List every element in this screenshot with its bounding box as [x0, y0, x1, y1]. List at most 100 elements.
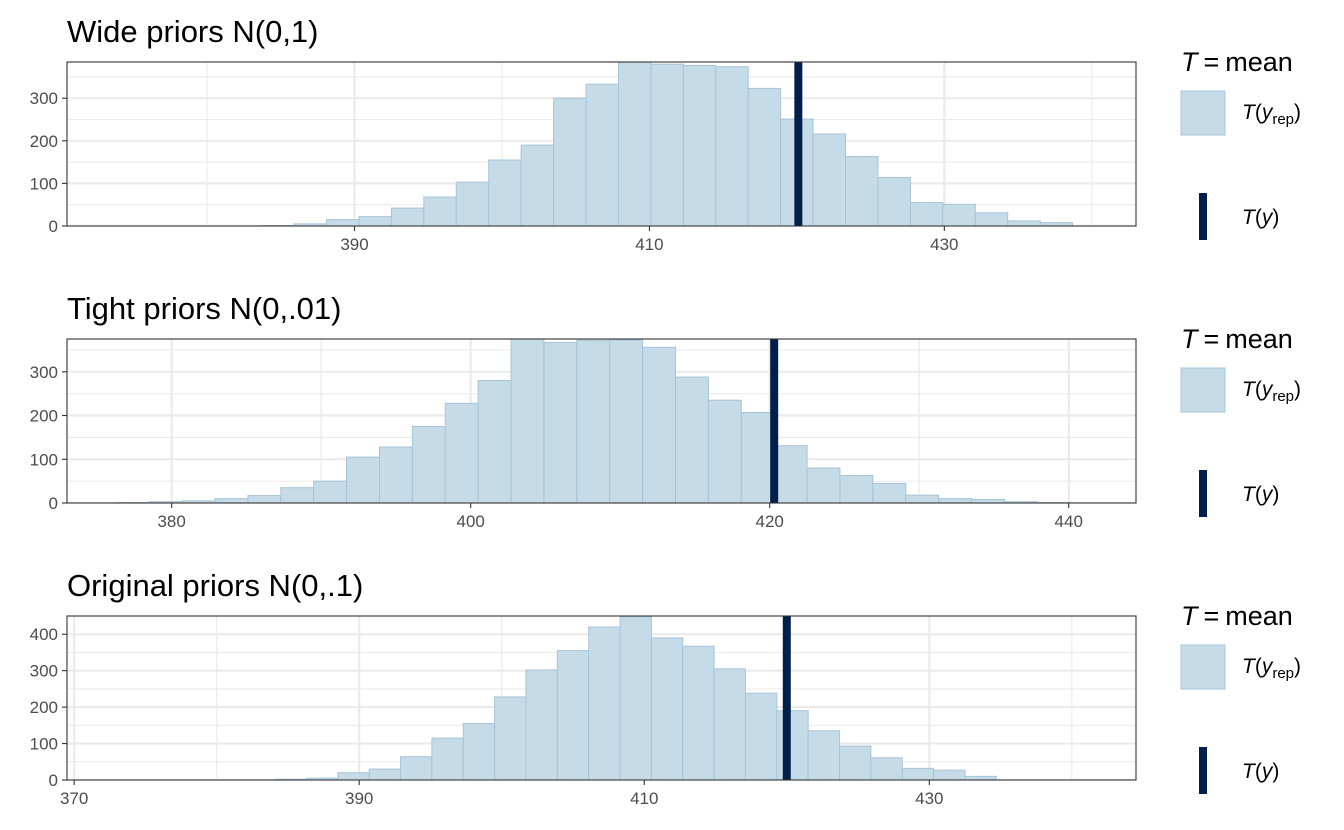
histogram-bar [839, 474, 874, 503]
y-tick-label: 0 [49, 771, 58, 790]
legend-key-rep [1180, 90, 1226, 136]
histogram-bar [576, 339, 611, 503]
x-tick-label: 410 [630, 789, 658, 808]
legend-title-T: T [1181, 47, 1200, 77]
panel-title: Wide priors N(0,1) [67, 14, 319, 49]
histogram-bar [806, 467, 841, 503]
legend-title-eq: = [1204, 47, 1220, 77]
legend-title-eq: = [1204, 324, 1220, 354]
legend-label-obs: T(y) [1242, 206, 1279, 229]
histogram-bar [411, 425, 446, 503]
histogram-bar [773, 445, 808, 503]
histogram-bar [326, 219, 360, 226]
histogram-bar [675, 376, 709, 503]
histogram-bar [400, 756, 433, 780]
legend-label-obs: T(y) [1242, 760, 1279, 783]
legend-rep-var: y [1260, 378, 1274, 401]
legend-rep-fn: T [1242, 655, 1257, 678]
y-tick-label: 300 [30, 89, 58, 108]
panel-title: Tight priors N(0,.01) [67, 291, 342, 326]
histogram-bar [776, 710, 809, 780]
histogram-bar [909, 202, 944, 226]
histogram-bar [905, 494, 940, 503]
histogram-bar [543, 341, 578, 503]
legend-title-T: T [1181, 601, 1200, 631]
histogram-bar [378, 446, 413, 503]
histogram-bar [488, 159, 522, 226]
histogram-bar [247, 495, 282, 503]
legend-rep-var: y [1260, 101, 1274, 124]
histogram-bar [901, 767, 935, 780]
panel-border [66, 338, 1137, 504]
histogram-bar [346, 456, 380, 503]
histogram-bar [707, 399, 742, 503]
y-tick-label: 200 [30, 698, 58, 717]
legend-obs-open: ( [1255, 483, 1262, 506]
panel-3: 370 390 410 430 0 100 200 300 400 Original priors… [30, 568, 1301, 808]
histogram-bar [933, 769, 966, 780]
histogram-bar [812, 133, 847, 226]
x-tick-label: 400 [456, 512, 484, 531]
histogram-bar [747, 87, 782, 226]
legend-rep-close: ) [1294, 378, 1301, 401]
legend-rep-close: ) [1294, 101, 1301, 124]
histogram-bar [877, 176, 911, 226]
histogram-bar [423, 196, 457, 226]
legend-rep-sub: rep [1272, 665, 1294, 682]
legend-rep-close: ) [1294, 655, 1301, 678]
legend-obs-fn: T [1242, 206, 1257, 229]
histogram-bar [642, 346, 677, 503]
histogram-bar [520, 144, 555, 226]
legend-title: T = mean [1181, 47, 1293, 77]
legend-label-obs: T(y) [1242, 483, 1279, 506]
x-tick-label: 440 [1055, 512, 1083, 531]
legend-rep-fn: T [1242, 101, 1257, 124]
histogram-bar [870, 757, 903, 780]
legend-label-rep: T(yrep) [1242, 101, 1301, 128]
histogram-bar [553, 97, 587, 226]
histogram-bar [715, 66, 749, 226]
histogram-bar [839, 745, 872, 780]
histogram-bar [313, 480, 348, 503]
y-tick-label: 200 [30, 132, 58, 151]
legend-rep-open: ( [1255, 101, 1262, 124]
legend-rep-fn: T [1242, 378, 1257, 401]
histogram-bar [337, 772, 370, 780]
legend-rep-var: y [1260, 655, 1274, 678]
x-tick-label: 390 [345, 789, 373, 808]
histogram-bar [588, 626, 621, 780]
histogram-bar [280, 487, 315, 503]
histogram-bar [455, 181, 490, 226]
legend-label-rep: T(yrep) [1242, 378, 1301, 405]
histogram-bars [261, 62, 1074, 226]
histogram-bar [556, 650, 590, 780]
y-tick-label: 400 [30, 625, 58, 644]
histogram-bar [872, 482, 907, 503]
histogram-bar [510, 339, 545, 503]
histogram-bar [682, 645, 715, 780]
x-tick-label: 430 [930, 235, 958, 254]
histogram-bar [740, 411, 775, 503]
x-tick-label: 410 [635, 235, 663, 254]
legend-label-rep: T(yrep) [1242, 655, 1301, 682]
legend-obs-fn: T [1242, 483, 1257, 506]
histogram-bar [390, 207, 425, 226]
histogram-bar [462, 723, 496, 780]
legend-rep-sub: rep [1272, 111, 1294, 128]
legend-obs-fn: T [1242, 760, 1257, 783]
histogram-bar [650, 637, 684, 780]
histogram-bar [444, 402, 479, 503]
legend-title-T: T [1181, 324, 1200, 354]
histogram-bar [713, 668, 746, 780]
histogram-bar [477, 380, 512, 503]
panel-border [66, 61, 1137, 227]
histogram-bar [358, 216, 392, 226]
histogram-bar [938, 498, 973, 503]
histogram-bar [682, 64, 717, 226]
panel-title: Original priors N(0,.1) [67, 568, 363, 603]
panel-border [66, 615, 1137, 781]
legend-obs-var: y [1260, 206, 1274, 229]
